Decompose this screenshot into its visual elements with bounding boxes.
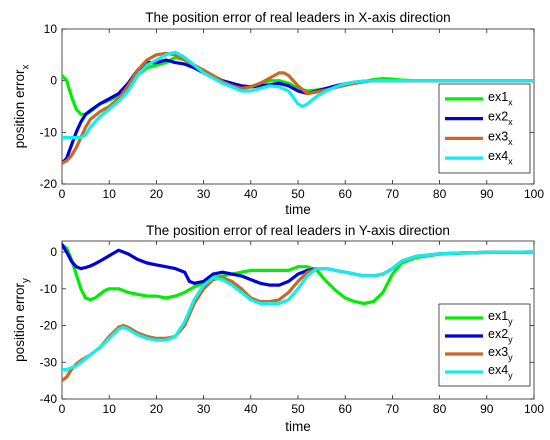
x-tick-label: 20	[150, 402, 164, 416]
legend-label-text: ex4	[488, 363, 508, 377]
legend-label: ex3x	[488, 129, 513, 146]
legend-label-subscript: y	[508, 316, 513, 326]
x-tick-label: 90	[480, 402, 494, 416]
series-line-ex4-y	[62, 250, 534, 372]
legend-label: ex4x	[488, 149, 513, 166]
x-tick-label: 10	[103, 187, 117, 201]
legend-label: ex3y	[488, 345, 513, 362]
x-tick-label: 50	[291, 402, 305, 416]
legend-label-subscript: y	[508, 370, 513, 380]
y-tick-label: 10	[44, 22, 58, 36]
y-axis-label: position errorx	[12, 65, 32, 149]
x-tick-label: 30	[197, 402, 211, 416]
x-tick-label: 40	[244, 187, 258, 201]
x-tick-label: 40	[244, 402, 258, 416]
legend-label: ex1y	[488, 309, 513, 326]
y-axis-label-text: position error	[12, 283, 27, 362]
x-tick-label: 100	[524, 187, 544, 201]
chart-panel-2: The position error of real leaders in Y-…	[12, 223, 544, 434]
y-tick-label: 0	[50, 74, 57, 88]
x-tick-label: 90	[480, 187, 494, 201]
legend-label: ex2x	[488, 110, 513, 127]
x-tick-label: 80	[433, 187, 447, 201]
legend-box	[438, 303, 531, 387]
y-axis-label-subscript: y	[21, 278, 32, 283]
x-tick-label: 10	[103, 402, 117, 416]
legend-label-text: ex3	[488, 129, 508, 143]
x-tick-label: 60	[339, 187, 353, 201]
x-tick-label: 20	[150, 187, 164, 201]
legend-label: ex2y	[488, 327, 513, 344]
chart-title: The position error of real leaders in X-…	[145, 10, 450, 25]
legend-label-subscript: y	[508, 334, 513, 344]
legend-label: ex1x	[488, 90, 513, 107]
y-axis-label-text: position error	[12, 69, 27, 148]
legend-label-text: ex1	[488, 309, 508, 323]
x-tick-label: 60	[339, 402, 353, 416]
y-tick-label: -10	[40, 282, 58, 296]
x-tick-label: 70	[386, 402, 400, 416]
legend-label-subscript: x	[508, 117, 513, 127]
legend-label-text: ex4	[488, 149, 508, 163]
y-tick-label: -10	[40, 125, 58, 139]
legend-label-text: ex2	[488, 327, 508, 341]
chart-title: The position error of real leaders in Y-…	[146, 223, 450, 238]
x-tick-label: 70	[386, 187, 400, 201]
legend-label-text: ex3	[488, 345, 508, 359]
x-tick-label: 30	[197, 187, 211, 201]
y-tick-label: -40	[40, 392, 58, 406]
legend-label-text: ex2	[488, 110, 508, 124]
y-tick-label: -20	[40, 319, 58, 333]
series-line-ex4-x	[62, 50, 534, 140]
x-tick-label: 0	[59, 187, 66, 201]
x-tick-label: 50	[291, 187, 305, 201]
y-axis-label: position errory	[12, 278, 32, 362]
legend-label-subscript: x	[508, 157, 513, 167]
x-axis-label: time	[285, 202, 311, 217]
y-tick-label: -30	[40, 355, 58, 369]
legend-label: ex4y	[488, 363, 513, 380]
legend-label-subscript: x	[508, 97, 513, 107]
y-axis-label-subscript: x	[21, 65, 32, 70]
x-tick-label: 80	[433, 402, 447, 416]
y-tick-label: -20	[40, 177, 58, 191]
x-axis-label: time	[285, 419, 311, 434]
legend-label-text: ex1	[488, 90, 508, 104]
y-tick-label: 0	[50, 245, 57, 259]
legend-label-subscript: y	[508, 352, 513, 362]
x-tick-label: 100	[524, 402, 544, 416]
chart-panel-1: The position error of real leaders in X-…	[12, 10, 544, 217]
legend-label-subscript: x	[508, 137, 513, 147]
x-tick-label: 0	[59, 402, 66, 416]
